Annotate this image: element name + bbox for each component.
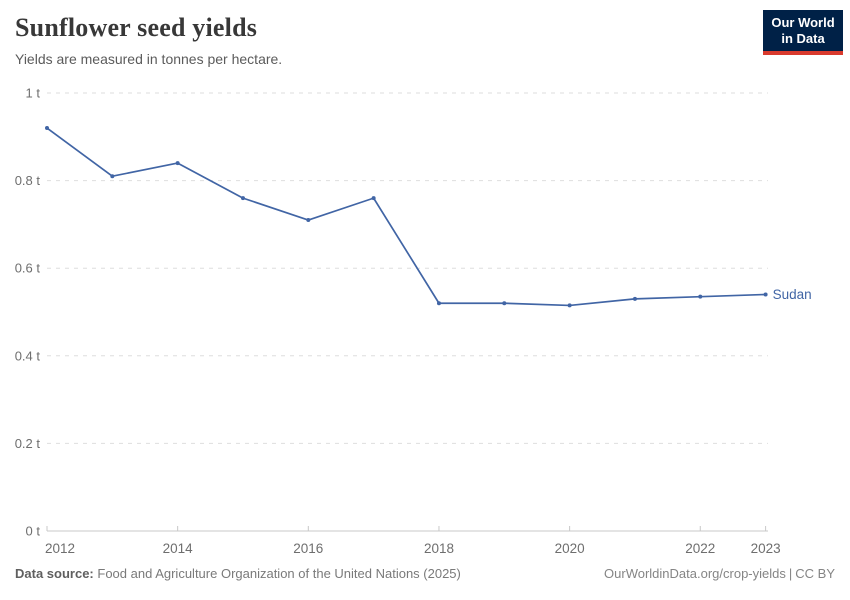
data-point[interactable] <box>175 161 180 166</box>
series-line-sudan[interactable] <box>46 127 767 307</box>
owid-logo-line1: Our World <box>771 15 835 30</box>
chart-subtitle: Yields are measured in tonnes per hectar… <box>15 51 283 67</box>
data-point[interactable] <box>632 296 637 301</box>
x-tick-label: 2022 <box>685 541 715 556</box>
footer-links: OurWorldinData.org/crop-yields | CC BY <box>604 566 835 581</box>
x-tick-label: 2012 <box>45 541 75 556</box>
data-point[interactable] <box>436 301 441 306</box>
data-source-label: Data source: <box>15 566 94 581</box>
y-tick-label: 0.4 t <box>15 348 41 363</box>
data-point[interactable] <box>240 196 245 201</box>
series-label-sudan[interactable]: Sudan <box>773 287 812 302</box>
data-source: Data source: Food and Agriculture Organi… <box>15 566 461 581</box>
x-tick-label: 2018 <box>424 541 454 556</box>
y-tick-label: 0 t <box>26 524 41 539</box>
owid-logo-line2: in Data <box>781 31 825 46</box>
data-point[interactable] <box>502 301 507 306</box>
x-tick-label: 2014 <box>163 541 194 556</box>
data-point[interactable] <box>763 292 768 297</box>
owid-logo[interactable]: Our World in Data <box>763 10 843 55</box>
y-tick-label: 0.2 t <box>15 436 41 451</box>
page-title: Sunflower seed yields <box>15 13 258 42</box>
x-tick-label: 2020 <box>555 541 585 556</box>
x-tick-label: 2016 <box>293 541 323 556</box>
data-point[interactable] <box>306 218 311 223</box>
owid-url-link[interactable]: OurWorldinData.org/crop-yields <box>604 566 786 581</box>
data-point[interactable] <box>45 126 49 131</box>
y-tick-label: 0.8 t <box>15 173 41 188</box>
y-tick-label: 1 t <box>26 86 41 101</box>
x-tick-label: 2023 <box>751 541 781 556</box>
license-link[interactable]: CC BY <box>795 566 835 581</box>
data-source-text[interactable]: Food and Agriculture Organization of the… <box>97 566 461 581</box>
footer-separator: | <box>788 566 793 581</box>
data-point[interactable] <box>371 196 376 201</box>
chart-footer: Data source: Food and Agriculture Organi… <box>15 566 835 581</box>
y-tick-label: 0.6 t <box>15 261 41 276</box>
data-point[interactable] <box>110 174 115 179</box>
data-point[interactable] <box>698 294 703 299</box>
data-point[interactable] <box>567 303 572 308</box>
